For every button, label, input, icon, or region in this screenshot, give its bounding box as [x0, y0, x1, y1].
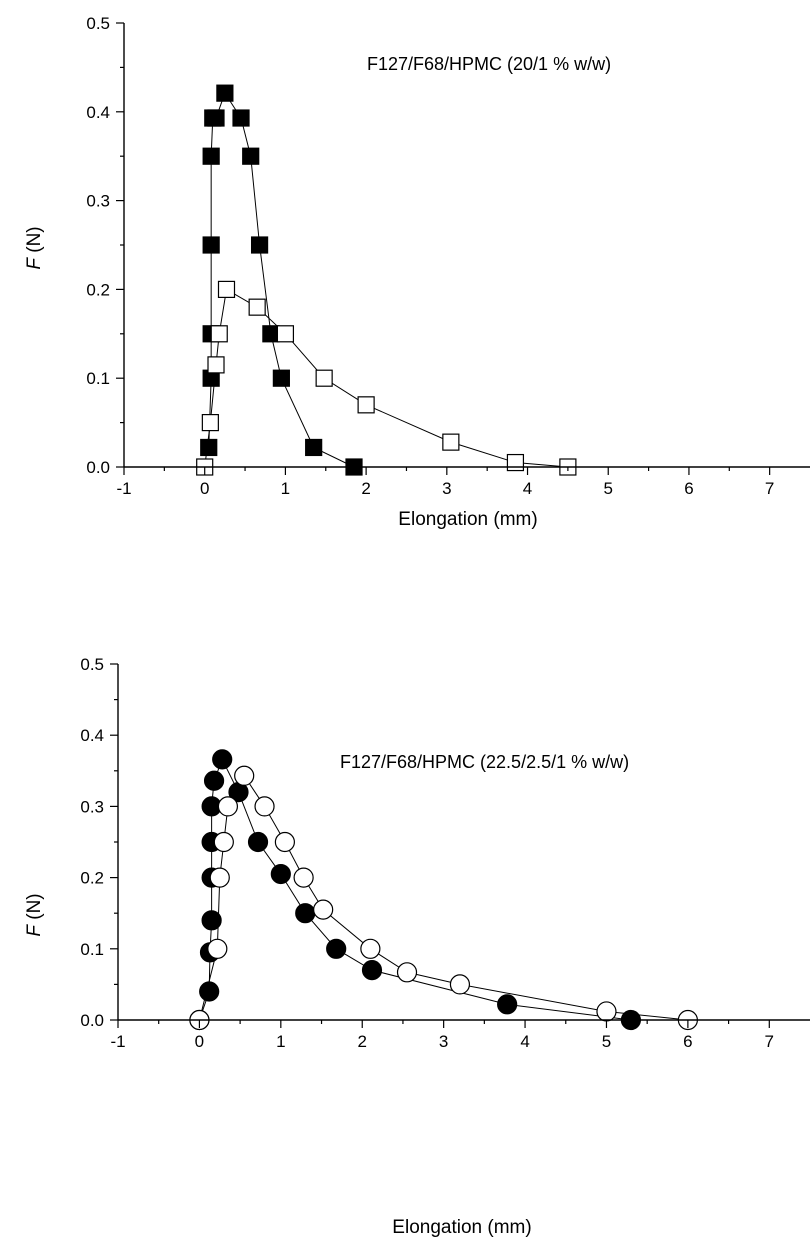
data-point	[199, 981, 220, 1002]
x-tick-label: 0	[195, 1032, 204, 1051]
x-axis-title: Elongation (mm)	[398, 509, 537, 530]
data-point	[234, 765, 255, 786]
x-tick-label: 6	[683, 1032, 692, 1051]
y-ticks: 0.0 0.1 0.2 0.3 0.4 0.5	[80, 655, 118, 1030]
x-tick-label: -1	[110, 1032, 125, 1051]
data-point	[497, 994, 518, 1015]
data-point	[360, 938, 381, 959]
data-point	[212, 749, 233, 770]
x-axis-title: Elongation (mm)	[392, 1217, 531, 1238]
x-tick-label: 0	[200, 479, 209, 498]
series-markers	[196, 84, 577, 476]
data-point	[201, 910, 222, 931]
data-point	[248, 298, 266, 316]
series-markers	[189, 749, 698, 1031]
series-lines	[198, 758, 688, 1021]
data-point	[596, 1001, 617, 1022]
x-tick-label: 3	[442, 479, 451, 498]
y-tick-label: 0.1	[86, 369, 110, 388]
data-point	[210, 325, 228, 343]
data-point	[247, 831, 269, 853]
data-point	[201, 414, 219, 432]
y-tick-label: 0.0	[80, 1011, 104, 1030]
data-point	[357, 396, 375, 414]
chart-top: -1 0 1 2 3 4 5 6 7 0.0 0.1 0.2 0.3 0.4 0.5 F127/F68/H…	[24, 14, 810, 530]
data-point	[217, 280, 236, 298]
data-point	[200, 438, 218, 457]
x-tick-label: -1	[116, 479, 131, 498]
y-tick-label: 0.3	[80, 797, 104, 816]
x-tick-label: 4	[523, 479, 532, 498]
y-tick-label: 0.0	[86, 458, 110, 477]
chart-annotation: F127/F68/HPMC (20/1 % w/w)	[367, 54, 611, 74]
y-tick-label: 0.2	[86, 280, 110, 299]
data-point	[207, 109, 225, 127]
data-point	[449, 974, 471, 995]
chart-annotation: F127/F68/HPMC (22.5/2.5/1 % w/w)	[340, 752, 629, 772]
y-tick-label: 0.3	[86, 192, 110, 211]
y-ticks: 0.0 0.1 0.2 0.3 0.4 0.5	[86, 14, 124, 477]
y-tick-label: 0.2	[80, 869, 104, 888]
series-line-0	[208, 92, 355, 468]
data-point	[295, 903, 316, 924]
x-tick-label: 6	[684, 479, 693, 498]
y-axis-title-symbol: F	[24, 257, 45, 270]
y-axis-title-symbol: F	[24, 924, 45, 937]
data-point	[242, 147, 260, 165]
x-tick-label: 1	[281, 479, 290, 498]
data-point	[202, 236, 220, 254]
y-axis-title: F (N)	[24, 893, 45, 936]
data-point	[217, 796, 239, 817]
data-point	[202, 147, 220, 165]
data-point	[213, 831, 234, 853]
data-point	[305, 438, 323, 457]
data-point	[506, 453, 525, 472]
data-point	[250, 236, 269, 254]
x-tick-label: 4	[520, 1032, 529, 1051]
data-point	[254, 796, 275, 817]
data-point	[361, 960, 383, 981]
data-point	[315, 369, 333, 387]
x-tick-label: 7	[765, 479, 774, 498]
x-ticks: -1 0 1 2 3 4 5 6 7	[110, 1020, 774, 1051]
data-point	[313, 899, 334, 920]
y-tick-label: 0.1	[80, 940, 104, 959]
series-line-1	[204, 288, 568, 468]
x-tick-label: 2	[361, 479, 370, 498]
y-tick-label: 0.5	[86, 14, 110, 33]
x-tick-label: 1	[276, 1032, 285, 1051]
x-tick-label: 7	[765, 1032, 774, 1051]
x-tick-label: 3	[439, 1032, 448, 1051]
y-tick-label: 0.4	[86, 103, 110, 122]
data-point	[276, 325, 295, 343]
data-point	[209, 867, 230, 888]
y-axis-title: F (N)	[24, 226, 45, 269]
data-point	[207, 938, 228, 959]
data-point	[216, 84, 234, 102]
data-point	[232, 109, 250, 127]
x-tick-label: 2	[358, 1032, 367, 1051]
y-axis-title-unit: (N)	[24, 226, 45, 258]
y-axis-title-unit: (N)	[24, 893, 45, 925]
data-point	[262, 325, 280, 343]
x-tick-label: 5	[604, 479, 613, 498]
x-ticks: -1 0 1 2 3 4 5 6 7	[116, 467, 774, 498]
series-line-1	[198, 774, 688, 1021]
y-tick-label: 0.5	[80, 655, 104, 674]
x-tick-label: 5	[602, 1032, 611, 1051]
data-point	[396, 962, 418, 983]
data-point	[326, 938, 347, 959]
data-point	[207, 356, 225, 374]
data-point	[203, 770, 225, 791]
data-point	[270, 863, 291, 885]
data-point	[442, 433, 460, 451]
chart-bottom: -1 0 1 2 3 4 5 6 7 0.0 0.1 0.2 0.3 0.4 0.5 F127/F68/H…	[24, 655, 810, 1238]
data-point	[272, 369, 290, 387]
data-point	[293, 867, 314, 888]
y-tick-label: 0.4	[80, 726, 104, 745]
data-point	[274, 831, 295, 853]
